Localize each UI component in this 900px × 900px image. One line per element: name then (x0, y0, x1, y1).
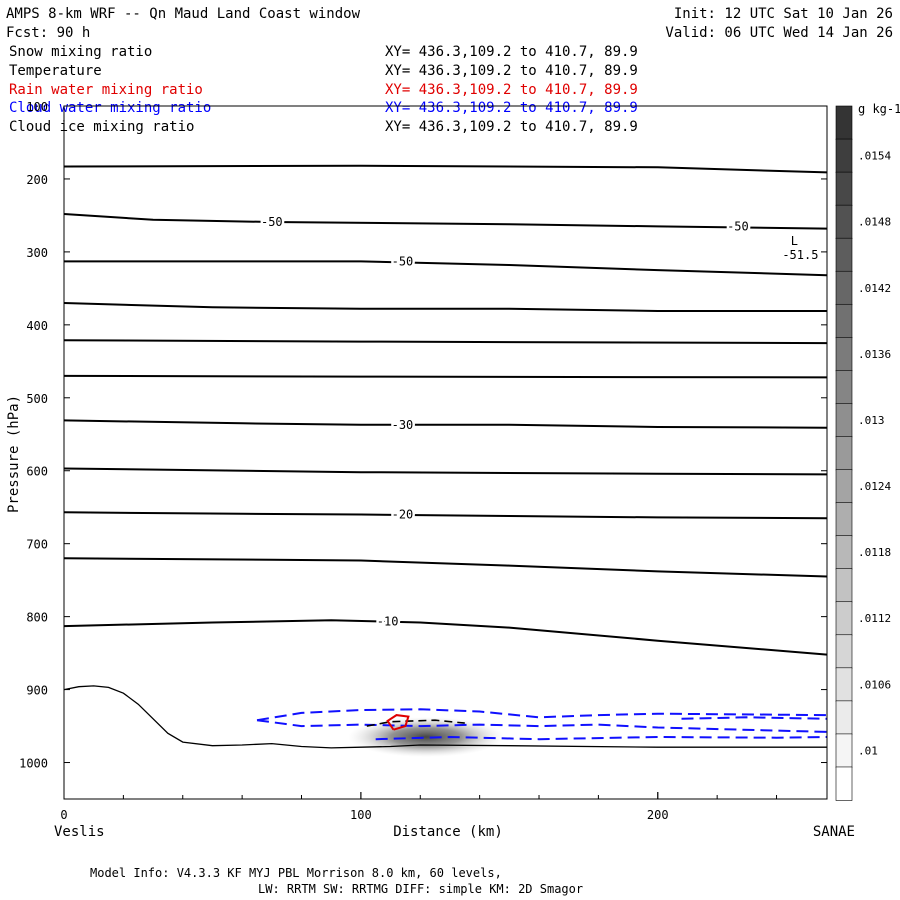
temperature-contour-8 (64, 511, 827, 520)
colorbar-label-1: .0148 (858, 216, 891, 229)
colorbar-band-4 (835, 237, 853, 273)
y-tick-label-700: 700 (26, 538, 48, 552)
colorbar-band-7 (835, 337, 853, 372)
x-tick-label-0: 0 (60, 808, 67, 822)
y-tick-label-600: 600 (26, 465, 48, 479)
terrain-line (64, 685, 827, 749)
rain-water-contour-0 (386, 714, 410, 731)
colorbar-band-17 (835, 667, 853, 702)
x-end-label-left: Veslis (54, 824, 105, 840)
y-tick-label-1000: 1000 (19, 757, 48, 771)
colorbar-label-2: .0142 (858, 282, 891, 295)
plot-title: AMPS 8-km WRF -- Qn Maud Land Coast wind… (6, 6, 361, 22)
colorbar-band-12 (835, 502, 853, 537)
colorbar-band-13 (835, 535, 853, 570)
low-marker-value: -51.5 (782, 248, 818, 262)
cloud-ice-contour (366, 719, 465, 727)
colorbar-label-7: .0112 (858, 612, 891, 625)
colorbar-label-3: .0136 (858, 348, 891, 361)
colorbar-label-4: .013 (858, 414, 885, 427)
x-tick-label-200: 200 (647, 808, 669, 822)
colorbar-band-20 (835, 766, 853, 801)
colorbar-label-9: .01 (858, 744, 878, 757)
model-info-line2: LW: RRTM SW: RRTMG DIFF: simple KM: 2D S… (258, 882, 583, 896)
plot-area: -50 -50 -50 -30 -20 -10 L-51.5 (64, 164, 827, 757)
temperature-contour-6 (64, 419, 827, 429)
axes: 100 200 300 400 500 600 700 800 900 1000 0 100 200 (19, 100, 827, 822)
y-tick-label-400: 400 (26, 319, 48, 333)
legend-cloud-water-xy: XY= 436.3,109.2 to 410.7, 89.9 (385, 100, 638, 116)
legend-rain-label: Rain water mixing ratio (9, 82, 203, 98)
temperature-label-3: -30 (392, 418, 414, 432)
x-tick-label-100: 100 (350, 808, 372, 822)
temperature-label-2: -50 (392, 254, 414, 268)
temperature-label-0: -50 (261, 215, 283, 229)
colorbar-label-8: .0106 (858, 678, 891, 691)
forecast-hour: Fcst: 90 h (6, 25, 90, 41)
temperature-contour-2 (64, 260, 827, 277)
legend-snow-label: Snow mixing ratio (9, 44, 152, 60)
plot-frame (63, 105, 828, 800)
colorbar-unit: g kg-1 (858, 102, 900, 116)
colorbar-band-14 (835, 568, 853, 603)
colorbar-label-5: .0124 (858, 480, 891, 493)
legend: Snow mixing ratio XY= 436.3,109.2 to 410… (9, 44, 638, 135)
y-tick-label-300: 300 (26, 246, 48, 260)
colorbar-label-0: .0154 (858, 150, 891, 163)
snow-mixing-ratio-shading (348, 716, 505, 757)
cloud-water-contour-3 (681, 716, 827, 720)
cloud-water-contour-0 (256, 708, 827, 722)
y-tick-label-900: 900 (26, 684, 48, 698)
legend-temperature-label: Temperature (9, 63, 102, 79)
model-info-line1: Model Info: V4.3.3 KF MYJ PBL Morrison 8… (90, 866, 502, 880)
temperature-contour-3 (64, 302, 827, 312)
colorbar-band-15 (835, 601, 853, 636)
y-tick-label-200: 200 (26, 173, 48, 187)
colorbar: g kg-1 .0154 .0148 .0142 .0136 .013 .0124 .011… (835, 102, 900, 801)
temperature-label-4: -20 (392, 508, 414, 522)
cloud-water-contour-1 (256, 719, 827, 733)
temperature-contour-9 (64, 557, 827, 578)
legend-snow-xy: XY= 436.3,109.2 to 410.7, 89.9 (385, 44, 638, 60)
legend-cloud-ice-xy: XY= 436.3,109.2 to 410.7, 89.9 (385, 119, 638, 135)
low-marker-letter: L (791, 234, 798, 248)
colorbar-band-8 (835, 370, 853, 405)
colorbar-label-6: .0118 (858, 546, 891, 559)
temperature-contour-7 (64, 467, 827, 476)
x-axis-title: Distance (km) (393, 824, 503, 840)
x-end-label-right: SANAE (813, 824, 855, 840)
y-axis-title: Pressure (hPa) (6, 395, 22, 513)
colorbar-band-0 (835, 105, 853, 140)
legend-temperature-xy: XY= 436.3,109.2 to 410.7, 89.9 (385, 63, 638, 79)
colorbar-band-6 (835, 303, 853, 339)
colorbar-band-3 (835, 204, 853, 239)
y-tick-label-800: 800 (26, 611, 48, 625)
temperature-contour-1 (64, 213, 827, 230)
colorbar-band-16 (835, 634, 853, 669)
init-time: Init: 12 UTC Sat 10 Jan 26 (674, 6, 893, 22)
temperature-contour-5 (64, 374, 827, 379)
colorbar-band-5 (835, 270, 853, 306)
temperature-contour-4 (64, 339, 827, 345)
y-tick-label-500: 500 (26, 392, 48, 406)
cloud-water-contour-2 (375, 735, 827, 741)
colorbar-band-18 (835, 700, 853, 735)
colorbar-band-2 (835, 171, 853, 206)
colorbar-band-11 (835, 469, 853, 504)
temperature-label-5: -10 (377, 615, 399, 629)
temperature-contour-10 (64, 619, 827, 656)
colorbar-band-10 (835, 436, 853, 471)
y-tick-label-100: 100 (26, 100, 48, 114)
colorbar-band-19 (835, 733, 853, 768)
legend-cloud-ice-label: Cloud ice mixing ratio (9, 119, 194, 135)
legend-cloud-water-label: Cloud water mixing ratio (9, 100, 211, 116)
colorbar-band-9 (835, 403, 853, 438)
valid-time: Valid: 06 UTC Wed 14 Jan 26 (665, 25, 893, 41)
temperature-contour-0 (64, 164, 827, 174)
temperature-label-1: -50 (727, 219, 749, 233)
colorbar-band-1 (835, 138, 853, 173)
legend-rain-xy: XY= 436.3,109.2 to 410.7, 89.9 (385, 82, 638, 98)
